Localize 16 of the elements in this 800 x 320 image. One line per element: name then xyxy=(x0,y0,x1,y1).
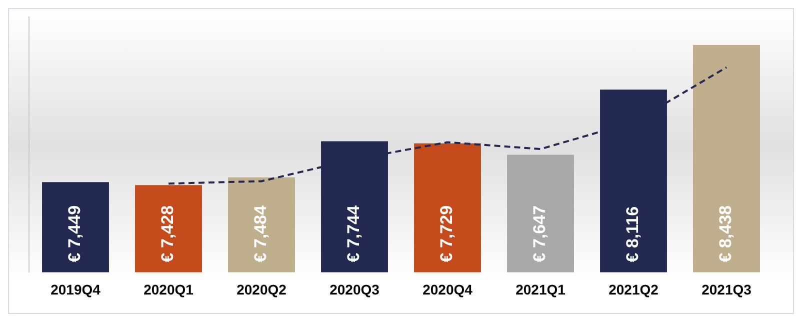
data-label: € 7,449 xyxy=(65,205,84,262)
data-label: € 7,729 xyxy=(437,205,456,262)
x-tick-label: 2020Q1 xyxy=(144,281,194,298)
x-tick-label: 2021Q3 xyxy=(702,281,752,298)
x-tick-label: 2020Q2 xyxy=(236,281,287,298)
data-label: € 8,116 xyxy=(623,206,642,262)
data-label: € 7,744 xyxy=(344,204,364,262)
data-label: € 7,647 xyxy=(530,205,550,262)
x-tick-label: 2021Q2 xyxy=(608,281,659,298)
data-label: € 7,428 xyxy=(158,205,178,262)
x-tick-label: 2021Q1 xyxy=(516,281,566,298)
x-tick-label: 2020Q3 xyxy=(330,281,380,298)
data-label: € 7,484 xyxy=(251,204,270,262)
data-label: € 8,438 xyxy=(716,205,736,262)
x-tick-label: 2020Q4 xyxy=(422,281,473,298)
x-tick-label: 2019Q4 xyxy=(50,281,101,298)
